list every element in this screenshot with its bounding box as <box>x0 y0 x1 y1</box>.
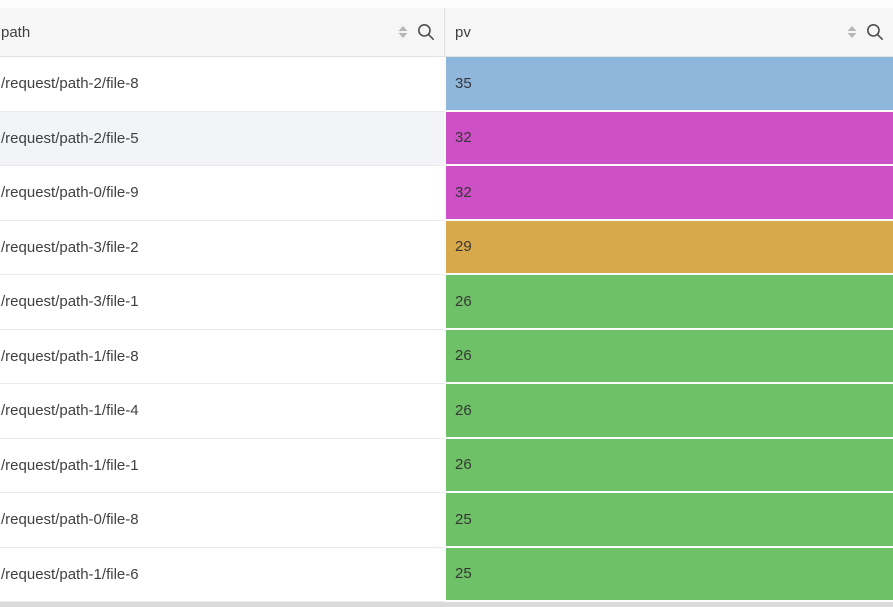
column-controls-path <box>398 23 435 41</box>
pv-heatmap-cell: 25 <box>444 493 893 548</box>
pv-heatmap-cell: 25 <box>444 547 893 602</box>
sort-icon[interactable] <box>847 26 857 38</box>
pv-heatmap-cell: 35 <box>444 57 893 112</box>
pv-heatmap-cell: 26 <box>444 275 893 330</box>
table-row[interactable]: /request/path-1/file-6 25 <box>0 547 893 602</box>
path-cell: /request/path-0/file-9 <box>0 166 444 221</box>
column-header-pv[interactable]: pv <box>444 8 893 56</box>
path-cell: /request/path-1/file-6 <box>0 547 444 602</box>
path-cell: /request/path-1/file-4 <box>0 384 444 439</box>
table-row[interactable]: /request/path-2/file-8 35 <box>0 57 893 112</box>
sort-icon[interactable] <box>398 26 408 38</box>
column-label-pv: pv <box>455 23 471 41</box>
table-row[interactable]: /request/path-0/file-9 32 <box>0 166 893 221</box>
table-row[interactable]: /request/path-3/file-1 26 <box>0 275 893 330</box>
table-row[interactable]: /request/path-3/file-2 29 <box>0 220 893 275</box>
path-cell: /request/path-2/file-8 <box>0 57 444 112</box>
table-row[interactable]: /request/path-2/file-5 32 <box>0 111 893 166</box>
table-row[interactable]: /request/path-1/file-8 26 <box>0 329 893 384</box>
path-cell: /request/path-2/file-5 <box>0 111 444 166</box>
pv-heatmap-cell: 26 <box>444 329 893 384</box>
path-cell: /request/path-1/file-8 <box>0 329 444 384</box>
pv-heatmap-cell: 32 <box>444 111 893 166</box>
table-row[interactable]: /request/path-1/file-4 26 <box>0 384 893 439</box>
table-row[interactable]: /request/path-1/file-1 26 <box>0 438 893 493</box>
pv-heatmap-cell: 26 <box>444 438 893 493</box>
column-label-path: path <box>1 23 31 41</box>
pv-heatmap-cell: 26 <box>444 384 893 439</box>
pv-heatmap-cell: 32 <box>444 166 893 221</box>
table-bottom-edge <box>0 602 893 607</box>
path-cell: /request/path-0/file-8 <box>0 493 444 548</box>
table-row[interactable]: /request/path-0/file-8 25 <box>0 493 893 548</box>
column-controls-pv <box>847 23 884 41</box>
page-background-strip <box>0 0 893 8</box>
column-header-path[interactable]: path <box>0 8 444 56</box>
search-icon[interactable] <box>866 23 884 41</box>
path-cell: /request/path-1/file-1 <box>0 438 444 493</box>
table-body: /request/path-2/file-8 35 /request/path-… <box>0 57 893 602</box>
search-icon[interactable] <box>417 23 435 41</box>
path-cell: /request/path-3/file-2 <box>0 220 444 275</box>
table-header: path pv <box>0 8 893 57</box>
path-cell: /request/path-3/file-1 <box>0 275 444 330</box>
pv-heatmap-cell: 29 <box>444 220 893 275</box>
